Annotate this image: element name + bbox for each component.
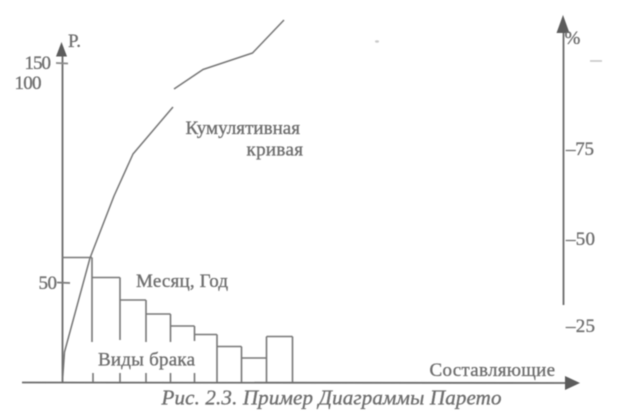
svg-text:–50: –50: [565, 229, 595, 250]
svg-text:Виды брака: Виды брака: [98, 350, 196, 371]
svg-text:кривая: кривая: [247, 140, 304, 161]
svg-text:–25: –25: [565, 316, 595, 337]
svg-text:Рис. 2.3. Пример Диаграммы Пар: Рис. 2.3. Пример Диаграммы Парето: [161, 386, 502, 410]
svg-text:%: %: [565, 28, 581, 49]
svg-text:–75: –75: [565, 139, 594, 160]
svg-text:100: 100: [15, 73, 42, 94]
svg-text:Р.: Р.: [68, 31, 81, 52]
svg-text:Кумулятивная: Кумулятивная: [186, 118, 301, 139]
svg-text:Составляющие: Составляющие: [430, 360, 556, 381]
svg-text:50: 50: [39, 273, 58, 294]
svg-text:Месяц, Год: Месяц, Год: [136, 271, 228, 292]
svg-text:150: 150: [25, 53, 52, 74]
